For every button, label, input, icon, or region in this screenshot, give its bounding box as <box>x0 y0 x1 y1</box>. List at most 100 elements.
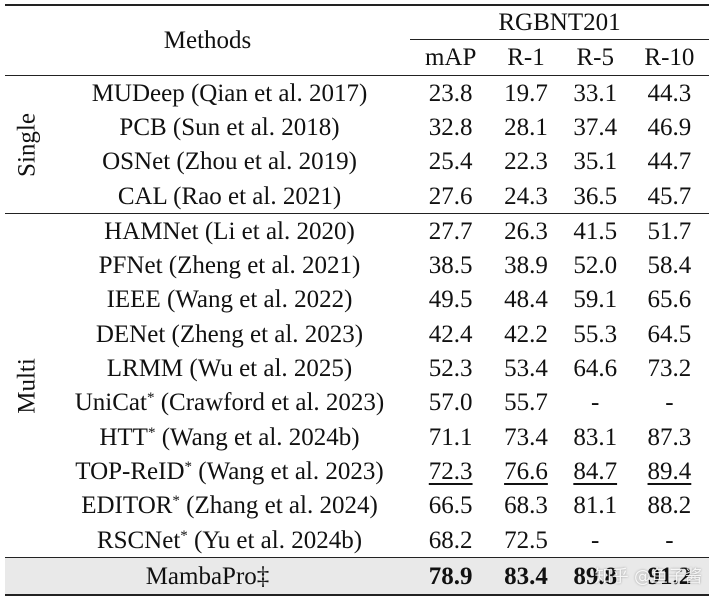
asterisk-marker: * <box>146 390 155 407</box>
cell-r5: 41.5 <box>573 217 618 245</box>
cell-r10: 65.6 <box>647 286 692 314</box>
cell-r5: 55.3 <box>573 320 618 348</box>
cell-r5: 64.6 <box>573 355 618 383</box>
cell-r10-second-best: 89.4 <box>647 457 692 485</box>
cell-r1: 28.1 <box>504 113 548 141</box>
cell-r10: 51.7 <box>647 217 692 245</box>
cell-r1-best: 83.4 <box>491 557 561 596</box>
cell-r1-second-best: 76.6 <box>504 457 548 485</box>
cell-r10: 44.7 <box>647 148 692 176</box>
table-row: Multi HAMNet (Li et al. 2020) 27.7 26.3 … <box>5 213 709 413</box>
cell-map: 68.2 <box>428 526 473 554</box>
method-name-ours: MambaPro‡ <box>5 557 410 596</box>
table-row: PCB (Sun et al. 2018) 32.8 28.1 37.4 46.… <box>5 110 709 144</box>
cell-r10: 45.7 <box>647 182 692 210</box>
table-row: EDITOR* (Zhang et al. 2024) 66.5 68.3 81… <box>5 489 709 523</box>
group-single: Single <box>5 76 49 214</box>
cell-r1: 26.3 <box>504 217 548 245</box>
asterisk-marker: * <box>180 527 188 544</box>
method-short-name: EDITOR <box>81 492 173 520</box>
method-name: HAMNet (Li et al. 2020) <box>104 217 355 245</box>
cell-r1: 19.7 <box>504 79 548 107</box>
cell-r10: 88.2 <box>647 492 692 520</box>
method-citation: (Zhang et al. 2024) <box>179 492 378 520</box>
method-name: HTT* (Wang et al. 2024b) <box>49 420 410 454</box>
method-name: PCB (Sun et al. 2018) <box>119 113 340 141</box>
cell-r5: 83.1 <box>573 423 618 451</box>
cell-r5: 36.5 <box>573 182 618 210</box>
cell-map: 27.7 <box>428 217 473 245</box>
cell-r1: 22.3 <box>504 148 548 176</box>
method-name: RSCNet* (Yu et al. 2024b) <box>49 523 410 558</box>
asterisk-marker: * <box>147 424 156 441</box>
method-name: LRMM (Wu et al. 2025) <box>106 355 353 383</box>
method-citation: (Yu et al. 2024b) <box>187 526 363 554</box>
dataset-header: RGBNT201 <box>410 5 709 40</box>
method-short-name: HTT <box>99 423 148 451</box>
cell-r5: 81.1 <box>573 492 618 520</box>
cell-r10: 64.5 <box>647 320 692 348</box>
cell-r10: 87.3 <box>647 423 692 451</box>
cell-r1: 38.9 <box>504 252 548 280</box>
cell-map: 38.5 <box>428 252 473 280</box>
results-table: Methods RGBNT201 mAP R-1 R-5 R-10 Single… <box>5 4 709 596</box>
cell-r1: 72.5 <box>504 526 548 554</box>
cell-map: 27.6 <box>428 182 473 210</box>
cell-r5-second-best: 84.7 <box>573 457 618 485</box>
cell-r10: 73.2 <box>647 355 692 383</box>
method-name: TOP-ReID* (Wang et al. 2023) <box>49 454 410 488</box>
asterisk-marker: * <box>184 458 193 475</box>
cell-r10: 46.9 <box>647 113 692 141</box>
cell-r1: 53.4 <box>504 355 548 383</box>
group-label-single: Single <box>13 112 41 177</box>
table-row: LRMM (Wu et al. 2025) 52.3 53.4 64.6 73.… <box>5 351 709 385</box>
cell-map: 25.4 <box>428 148 473 176</box>
cell-r10: 44.3 <box>647 79 692 107</box>
method-short-name: TOP-ReID <box>75 457 185 485</box>
table-row: RSCNet* (Yu et al. 2024b) 68.2 72.5 - - <box>5 523 709 558</box>
cell-r1: 73.4 <box>504 423 548 451</box>
cell-map: 52.3 <box>428 355 473 383</box>
cell-r10-best: 91.2 <box>629 557 709 596</box>
method-name: PFNet (Zheng et al. 2021) <box>98 252 361 280</box>
group-label-multi: Multi <box>13 357 41 414</box>
cell-r10: - <box>665 526 674 554</box>
table-row: UniCat* (Crawford et al. 2023) 57.0 55.7… <box>5 386 709 420</box>
cell-r10: - <box>665 389 674 417</box>
table-row: PFNet (Zheng et al. 2021) 38.5 38.9 52.0… <box>5 248 709 282</box>
method-name: OSNet (Zhou et al. 2019) <box>102 148 357 176</box>
cell-r5: - <box>591 389 600 417</box>
cell-map-best: 78.9 <box>410 557 492 596</box>
group-multi: Multi <box>5 214 49 558</box>
cell-r5-best: 89.8 <box>560 557 630 596</box>
method-name: MUDeep (Qian et al. 2017) <box>91 79 368 107</box>
cell-r1: 68.3 <box>504 492 548 520</box>
asterisk-marker: * <box>172 493 180 510</box>
method-citation: (Crawford et al. 2023) <box>154 389 385 417</box>
cell-r5: 33.1 <box>573 79 618 107</box>
cell-r1: 55.7 <box>504 389 548 417</box>
table-row: OSNet (Zhou et al. 2019) 25.4 22.3 35.1 … <box>5 145 709 179</box>
cell-map: 23.8 <box>428 79 473 107</box>
metric-header-r1: R-1 <box>507 44 545 71</box>
table-row: Single MUDeep (Qian et al. 2017) 23.8 19… <box>5 75 709 177</box>
cell-map: 49.5 <box>428 286 473 314</box>
table-row: DENet (Zheng et al. 2023) 42.4 42.2 55.3… <box>5 317 709 351</box>
cell-r1: 48.4 <box>504 286 548 314</box>
table-row: CAL (Rao et al. 2021) 27.6 24.3 36.5 45.… <box>5 179 709 214</box>
method-short-name: UniCat <box>74 389 147 417</box>
cell-map: 42.4 <box>428 320 473 348</box>
cell-r5: 59.1 <box>573 286 618 314</box>
cell-r5: 37.4 <box>573 113 618 141</box>
table-row: IEEE (Wang et al. 2022) 49.5 48.4 59.1 6… <box>5 283 709 317</box>
watermark: 知乎 @鱼子酱 <box>594 567 702 587</box>
cell-map: 32.8 <box>428 113 473 141</box>
method-name: DENet (Zheng et al. 2023) <box>95 320 364 348</box>
method-short-name: RSCNet <box>96 526 181 554</box>
cell-r5: 52.0 <box>573 252 618 280</box>
table-row-ours: MambaPro‡ 78.9 83.4 89.8 91.2 <box>5 557 709 596</box>
method-name: IEEE (Wang et al. 2022) <box>106 286 353 314</box>
table-row: TOP-ReID* (Wang et al. 2023) 72.3 76.6 8… <box>5 454 709 488</box>
cell-r1: 42.2 <box>504 320 548 348</box>
metric-header-r5: R-5 <box>576 44 614 71</box>
